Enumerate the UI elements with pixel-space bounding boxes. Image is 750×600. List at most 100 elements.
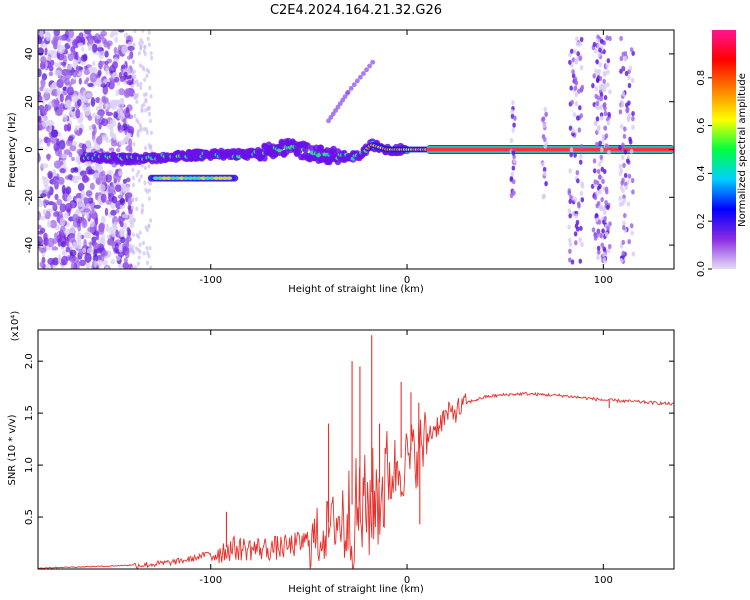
- noise-blob: [125, 185, 130, 193]
- scatter-blob: [139, 81, 143, 87]
- noise-blob: [105, 111, 114, 117]
- streak-blob: [619, 123, 624, 130]
- scatter-blob: [135, 172, 139, 178]
- streak-blob: [595, 77, 600, 84]
- noise-blob: [96, 47, 104, 52]
- noise-blob: [109, 32, 115, 39]
- noise-blob: [105, 67, 109, 76]
- streak-blob: [595, 116, 600, 122]
- noise-blob: [112, 215, 119, 225]
- y-tick-label: 1.5: [24, 405, 35, 421]
- noise-blob: [95, 77, 102, 88]
- streak-blob: [604, 231, 609, 237]
- noise-blob: [87, 44, 93, 51]
- streak-blob: [568, 198, 573, 205]
- noise-blob: [130, 84, 134, 89]
- scatter-blob: [140, 107, 144, 113]
- noise-blob: [114, 76, 120, 83]
- streak-blob: [596, 43, 601, 49]
- streak-blob: [511, 190, 516, 196]
- streak-blob: [596, 200, 601, 207]
- scatter-blob: [132, 42, 136, 48]
- streak-blob: [618, 145, 622, 151]
- noise-blob: [112, 61, 119, 69]
- x-tick-label: -100: [199, 275, 222, 286]
- spectrogram-xlabel: Height of straight line (km): [288, 284, 424, 295]
- noise-blob: [60, 75, 68, 84]
- noise-blob: [114, 184, 122, 192]
- scatter-blob: [147, 106, 151, 112]
- streak-blob: [579, 225, 583, 231]
- streak-blob: [599, 205, 603, 211]
- noise-blob: [59, 93, 64, 103]
- noise-blob: [63, 124, 68, 132]
- noise-blob: [126, 132, 132, 138]
- scatter-blob: [137, 255, 141, 260]
- noise-blob: [44, 184, 51, 192]
- noise-blob: [46, 49, 55, 55]
- noise-blob: [109, 99, 117, 105]
- streak-blob: [606, 225, 610, 231]
- streak-blob: [575, 226, 580, 232]
- noise-blob: [42, 209, 47, 215]
- noise-blob: [84, 252, 92, 263]
- streak-blob: [602, 103, 606, 109]
- noise-blob: [46, 138, 52, 144]
- low-band: [147, 174, 239, 182]
- noise-blob: [61, 255, 68, 266]
- y-tick-label: 0: [24, 146, 35, 152]
- streak-blob: [597, 51, 602, 58]
- scatter-blob: [142, 92, 146, 98]
- streak-blob: [620, 154, 625, 160]
- noise-blob: [104, 50, 109, 58]
- noise-blob: [111, 229, 116, 238]
- noise-blob: [45, 264, 50, 269]
- noise-blob: [77, 98, 82, 107]
- noise-blob: [38, 152, 41, 163]
- noise-blob: [94, 39, 101, 44]
- streak-blob: [621, 250, 626, 256]
- streak-blob: [596, 229, 601, 235]
- noise-blob: [67, 135, 74, 142]
- streak-blob: [618, 195, 622, 202]
- diagonal-blob: [342, 94, 348, 100]
- noise-blob: [56, 87, 61, 97]
- noise-blob: [54, 62, 59, 68]
- streak-blob: [604, 133, 609, 139]
- snr-panel: -100 0 100 0.5 1.0 1.5 2.0 Height of straight …: [7, 311, 675, 595]
- streak-blob: [598, 140, 602, 146]
- noise-blob: [98, 222, 106, 230]
- scatter-blob: [143, 51, 147, 57]
- noise-blob: [94, 217, 99, 226]
- streak-blob: [597, 249, 601, 255]
- streak-blob: [606, 204, 610, 211]
- streak-blob: [596, 168, 601, 175]
- streak-blob: [599, 115, 604, 121]
- streak-blob: [627, 75, 631, 81]
- streak-blob: [601, 133, 606, 140]
- noise-blob: [65, 246, 71, 253]
- streak-blob: [578, 237, 582, 243]
- noise-blob: [100, 83, 107, 88]
- scatter-blob: [149, 144, 153, 149]
- diagonal-blob: [340, 97, 346, 103]
- streak-blob: [622, 220, 626, 226]
- streak-blob: [619, 35, 623, 42]
- streak-blob: [568, 125, 573, 131]
- noise-blob: [70, 262, 75, 269]
- noise-blob: [85, 261, 91, 269]
- scatter-blob: [147, 42, 151, 47]
- noise-blob: [73, 167, 79, 173]
- noise-blob: [45, 31, 51, 42]
- streak-blob: [573, 85, 578, 91]
- scatter-blob: [147, 223, 151, 228]
- noise-blob: [95, 177, 102, 185]
- figure-title: C2E4.2024.164.21.32.G26: [270, 3, 442, 18]
- low-band-core: [191, 176, 198, 180]
- streak-blob: [574, 213, 579, 219]
- diagonal-blob: [348, 86, 354, 91]
- noise-blob: [122, 118, 127, 126]
- streak-blob: [625, 102, 629, 108]
- noise-blob: [38, 146, 44, 151]
- streak-blob: [603, 215, 607, 222]
